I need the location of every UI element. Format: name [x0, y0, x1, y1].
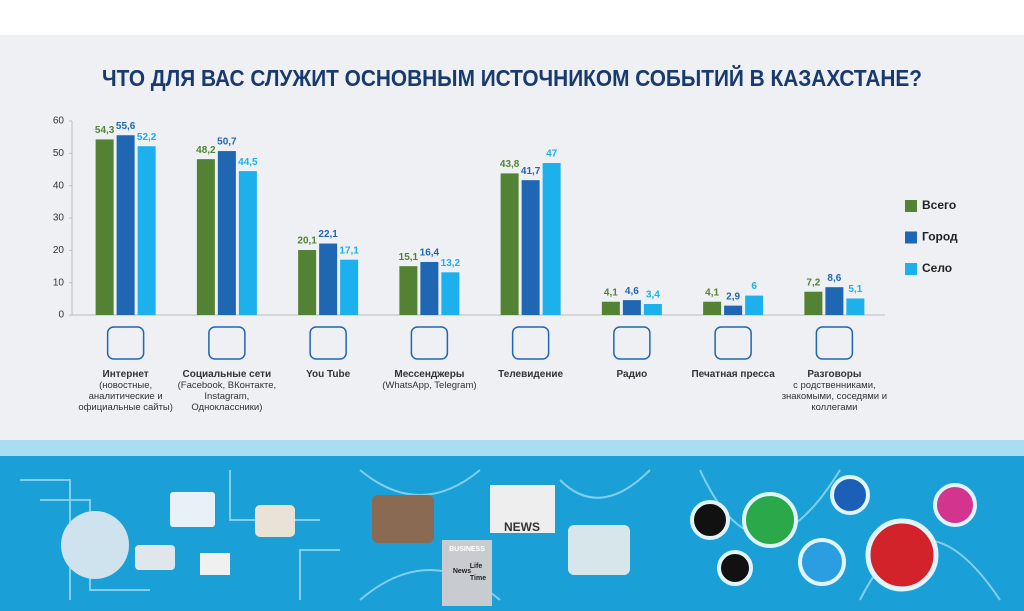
category-icon	[410, 326, 449, 360]
category-label: Печатная пресса	[691, 369, 775, 380]
bar	[825, 287, 844, 315]
category-icon	[309, 326, 347, 360]
bar	[137, 146, 156, 315]
category-icon	[815, 326, 854, 360]
y-tick-label: 10	[53, 277, 65, 288]
category-label: Телевидение	[498, 369, 564, 380]
category-detail: с родственниками, знакомыми, соседями и …	[781, 380, 888, 413]
value-label: 44,5	[238, 157, 258, 168]
legend-swatch	[905, 263, 917, 275]
bar	[238, 171, 257, 315]
value-label: 4,1	[705, 287, 719, 298]
bar	[846, 298, 865, 315]
bar	[116, 135, 135, 315]
category-label: Социальные сети	[182, 369, 272, 380]
value-label: 17,1	[339, 245, 359, 256]
category-icon	[208, 326, 246, 360]
value-label: 52,2	[137, 132, 157, 143]
legend-swatch	[905, 231, 917, 244]
bar	[804, 291, 823, 315]
bar	[745, 295, 764, 315]
value-label: 41,7	[521, 166, 541, 177]
category-label: Интернет	[102, 369, 149, 380]
illustration-text: Life	[470, 563, 483, 570]
bar	[298, 250, 317, 315]
y-tick-label: 20	[53, 245, 65, 256]
bar	[340, 259, 359, 315]
value-label: 48,2	[196, 145, 216, 156]
category-icon	[106, 326, 145, 360]
category-detail: (Facebook, ВКонтакте, Instagram, Однокла…	[177, 380, 277, 413]
y-tick-label: 0	[58, 310, 64, 321]
illustration-text: NEWS	[504, 520, 540, 534]
legend-swatch	[905, 200, 917, 212]
y-tick-label: 60	[53, 116, 65, 127]
bar	[420, 261, 439, 315]
bar	[724, 305, 743, 315]
value-label: 50,7	[217, 137, 237, 148]
value-label: 4,1	[604, 287, 618, 298]
band	[0, 440, 1024, 456]
legend-label: Всего	[922, 198, 956, 212]
category-label: Мессенджеры	[394, 369, 465, 380]
illustration-text: Time	[470, 575, 486, 582]
value-label: 22,1	[318, 229, 338, 240]
value-label: 20,1	[297, 236, 317, 247]
category-label: You Tube	[306, 369, 351, 380]
illustration-text: News	[453, 568, 471, 575]
category-icon	[714, 326, 752, 360]
legend-label: Город	[922, 230, 958, 244]
bar	[622, 300, 641, 315]
value-label: 2,9	[726, 291, 740, 302]
value-label: 3,4	[646, 290, 660, 301]
category-label: Разговоры	[807, 369, 862, 380]
category-detail: (новостные, аналитические и официальные …	[78, 380, 173, 413]
value-label: 43,8	[500, 159, 520, 170]
value-label: 7,2	[806, 277, 820, 288]
category-detail: (WhatsApp, Telegram)	[382, 380, 477, 391]
value-label: 6	[751, 281, 757, 292]
category-icon	[511, 326, 550, 360]
value-label: 4,6	[625, 286, 639, 297]
value-label: 47	[546, 149, 558, 160]
bar	[399, 266, 418, 315]
value-label: 15,1	[399, 252, 419, 263]
bar	[95, 139, 114, 315]
value-label: 5,1	[848, 284, 862, 295]
bar	[441, 272, 460, 315]
bar	[703, 301, 722, 315]
bar	[542, 163, 561, 315]
value-label: 54,3	[95, 125, 115, 136]
value-label: 8,6	[827, 273, 841, 284]
chart-title: ЧТО ДЛЯ ВАС СЛУЖИТ ОСНОВНЫМ ИСТОЧНИКОМ С…	[102, 64, 922, 91]
bar	[319, 243, 338, 315]
bar	[643, 304, 662, 315]
y-tick-label: 30	[53, 213, 65, 224]
legend-label: Село	[922, 261, 952, 275]
category-icon	[613, 326, 651, 360]
decor-icons	[61, 475, 977, 606]
bar	[196, 159, 215, 315]
illustration-text: BUSINESS	[449, 546, 485, 553]
y-tick-label: 40	[53, 180, 65, 191]
value-label: 16,4	[420, 248, 440, 259]
bar	[500, 173, 519, 315]
bar	[521, 180, 540, 315]
bar	[601, 301, 620, 315]
category-label: Радио	[616, 369, 648, 380]
value-label: 13,2	[441, 258, 461, 269]
y-tick-label: 50	[53, 148, 65, 159]
bar	[217, 151, 236, 315]
value-label: 55,6	[116, 121, 136, 132]
